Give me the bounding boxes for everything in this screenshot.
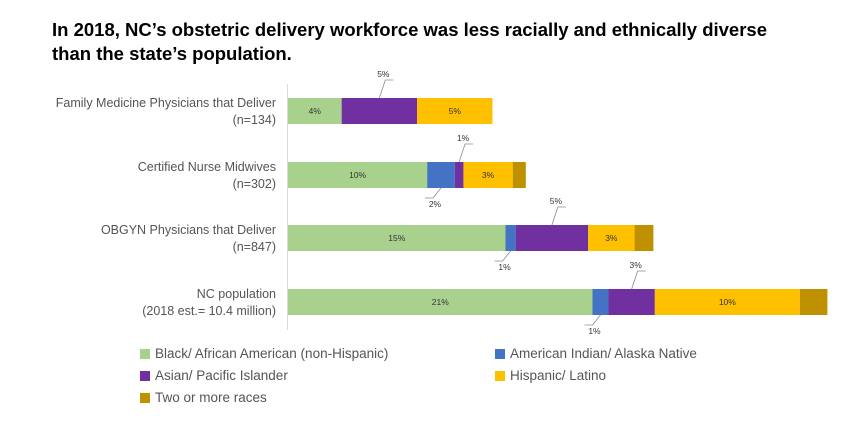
legend-label-1: American Indian/ Alaska Native xyxy=(510,346,697,361)
category-label-1-line-1: (n=302) xyxy=(233,177,276,191)
value-label-2-1: 1% xyxy=(498,262,511,272)
value-label-3-0: 21% xyxy=(432,297,449,307)
legend-label-3: Hispanic/ Latino xyxy=(510,368,607,383)
legend-item-1: American Indian/ Alaska Native xyxy=(495,346,697,361)
value-label-1-2: 1% xyxy=(457,133,470,143)
legend-label-4: Two or more races xyxy=(155,390,267,405)
value-label-0-3: 5% xyxy=(449,106,462,116)
value-label-2-0: 15% xyxy=(388,233,405,243)
bar-segments xyxy=(288,98,828,315)
leader-line-1-2 xyxy=(458,143,474,163)
value-label-0-0: 4% xyxy=(309,106,322,116)
legend-swatch-3 xyxy=(495,371,505,381)
value-label-3-3: 10% xyxy=(719,297,736,307)
category-label-3-line-1: (2018 est.= 10.4 million) xyxy=(142,304,276,318)
bar-segment-2-3 xyxy=(588,225,635,251)
legend-label-2: Asian/ Pacific Islander xyxy=(155,368,288,383)
legend-swatch-4 xyxy=(140,393,150,403)
legend-item-2: Asian/ Pacific Islander xyxy=(140,368,288,383)
leader-line-1-1 xyxy=(424,187,442,199)
leader-line-3-2 xyxy=(631,270,646,290)
category-label-1-line-0: Certified Nurse Midwives xyxy=(138,160,276,174)
leader-line-2-2 xyxy=(551,206,566,226)
bar-segment-3-1 xyxy=(592,289,609,315)
bar-segment-1-0 xyxy=(288,162,428,188)
bar-segment-1-2 xyxy=(454,162,464,188)
bar-segment-0-0 xyxy=(288,98,342,124)
bar-segment-3-0 xyxy=(288,289,593,315)
value-label-2-2: 5% xyxy=(550,196,563,206)
bar-segment-2-4 xyxy=(634,225,654,251)
chart-title: In 2018, NC’s obstetric delivery workfor… xyxy=(52,18,852,66)
chart-title-line-1: In 2018, NC’s obstetric delivery workfor… xyxy=(52,19,767,40)
value-label-1-0: 10% xyxy=(349,170,366,180)
value-label-3-2: 3% xyxy=(630,260,643,270)
leader-line-2-1 xyxy=(494,250,511,262)
chart-title-line-2: than the state’s population. xyxy=(52,43,292,64)
category-label-0-line-1: (n=134) xyxy=(233,113,276,127)
bar-segment-3-3 xyxy=(654,289,800,315)
value-label-0-2: 5% xyxy=(377,69,390,79)
legend-item-4: Two or more races xyxy=(140,390,267,405)
bar-segment-1-3 xyxy=(463,162,513,188)
bar-segment-3-2 xyxy=(608,289,655,315)
leader-line-0-2 xyxy=(378,79,394,99)
value-label-2-3: 3% xyxy=(605,233,618,243)
bar-segment-0-3 xyxy=(417,98,493,124)
legend-swatch-2 xyxy=(140,371,150,381)
legend-swatch-1 xyxy=(495,349,505,359)
category-label-0-line-0: Family Medicine Physicians that Deliver xyxy=(56,96,276,110)
value-label-3-1: 1% xyxy=(588,326,601,336)
bar-segment-2-0 xyxy=(288,225,506,251)
bar-segment-1-1 xyxy=(427,162,455,188)
bar-segment-1-4 xyxy=(512,162,526,188)
category-label-2-line-0: OBGYN Physicians that Deliver xyxy=(101,223,276,237)
leader-line-3-1 xyxy=(584,314,601,326)
category-labels: Family Medicine Physicians that Deliver (… xyxy=(56,96,276,318)
value-label-1-3: 3% xyxy=(482,170,495,180)
value-labels: 4% 5% 5% 10% 2% 1% 3% 15% 1% 5% 3% 21% 1% 3% 10% xyxy=(309,69,737,336)
category-label-3-line-0: NC population xyxy=(197,287,276,301)
legend-swatch-0 xyxy=(140,349,150,359)
value-label-1-1: 2% xyxy=(429,199,442,209)
bar-segment-3-4 xyxy=(799,289,828,315)
bar-segment-0-2 xyxy=(341,98,418,124)
legend-label-0: Black/ African American (non-Hispanic) xyxy=(155,346,389,361)
legend-item-3: Hispanic/ Latino xyxy=(495,368,606,383)
bar-segment-2-1 xyxy=(505,225,516,251)
category-label-2-line-1: (n=847) xyxy=(233,240,276,254)
bar-segment-2-2 xyxy=(515,225,589,251)
legend-item-0: Black/ African American (non-Hispanic) xyxy=(140,346,388,361)
